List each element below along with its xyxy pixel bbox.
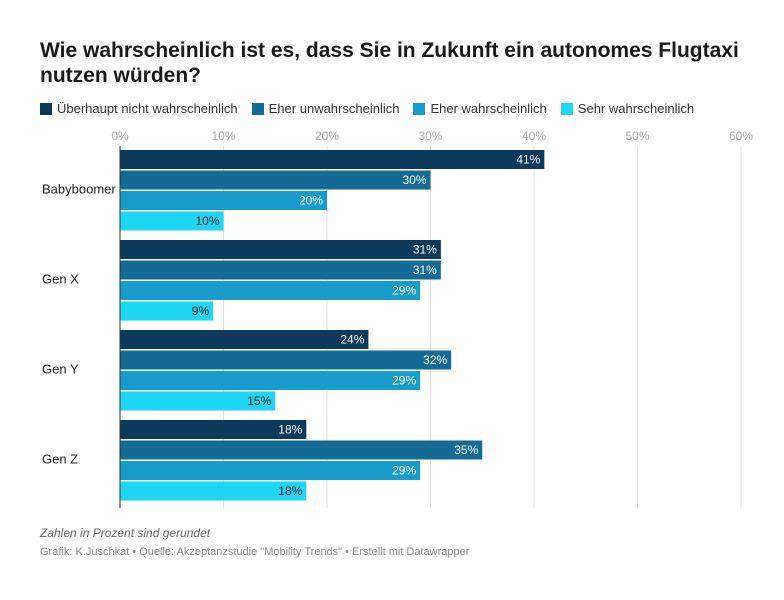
category-label: Gen Z xyxy=(42,451,78,466)
legend-swatch xyxy=(251,102,264,115)
bar xyxy=(120,301,214,321)
x-tick-label: 30% xyxy=(418,129,442,143)
value-label: 31% xyxy=(413,243,437,257)
source: Grafik: K.Juschkat • Quelle: Akzeptanzst… xyxy=(40,546,470,558)
bar xyxy=(120,350,452,370)
legend-label: Überhaupt nicht wahrscheinlich xyxy=(57,101,238,116)
value-label: 18% xyxy=(278,423,302,437)
bar xyxy=(120,191,327,210)
value-label: 30% xyxy=(402,173,426,187)
bar xyxy=(120,330,369,349)
bar xyxy=(120,260,441,280)
legend-swatch xyxy=(413,102,426,115)
bar xyxy=(120,461,421,480)
value-label: 35% xyxy=(454,443,478,457)
bar xyxy=(120,371,421,390)
category-label: Gen Y xyxy=(42,361,79,376)
bar xyxy=(120,240,441,259)
value-label: 24% xyxy=(340,333,364,347)
x-tick-label: 10% xyxy=(211,129,235,143)
bar xyxy=(120,281,421,300)
bar xyxy=(120,420,307,439)
value-label: 9% xyxy=(192,304,210,318)
value-label: 10% xyxy=(195,214,219,228)
value-label: 29% xyxy=(392,464,416,478)
legend-item: Eher unwahrscheinlich xyxy=(251,101,400,116)
legend-item: Eher wahrscheinlich xyxy=(413,101,547,116)
legend-item: Sehr wahrscheinlich xyxy=(560,101,695,116)
value-label: 29% xyxy=(392,374,416,388)
legend-swatch xyxy=(560,102,573,115)
value-label: 32% xyxy=(423,353,447,367)
x-tick-label: 50% xyxy=(625,129,649,143)
category-label: Babyboomer xyxy=(42,181,116,196)
value-label: 29% xyxy=(392,284,416,298)
value-label: 15% xyxy=(247,394,271,408)
legend-label: Sehr wahrscheinlich xyxy=(577,101,695,116)
legend-item: Überhaupt nicht wahrscheinlich xyxy=(40,101,238,116)
bar xyxy=(120,211,224,231)
value-label: 20% xyxy=(299,194,323,208)
x-tick-label: 60% xyxy=(729,129,753,143)
x-tick-label: 20% xyxy=(315,129,339,143)
x-tick-label: 0% xyxy=(111,129,129,143)
category-label: Gen X xyxy=(42,271,79,286)
note: Zahlen in Prozent sind gerundet xyxy=(40,526,211,540)
value-label: 41% xyxy=(516,153,540,167)
bar xyxy=(120,440,483,460)
value-label: 31% xyxy=(413,263,437,277)
legend-label: Eher unwahrscheinlich xyxy=(268,101,400,116)
bar xyxy=(120,150,545,169)
chart-title: Wie wahrscheinlich ist es, dass Sie in Z… xyxy=(40,39,739,87)
bar xyxy=(120,481,307,501)
bar xyxy=(120,170,431,190)
legend: Überhaupt nicht wahrscheinlich Eher unwah… xyxy=(40,101,694,116)
value-label: 18% xyxy=(278,484,302,498)
bar xyxy=(120,391,276,411)
legend-swatch xyxy=(40,102,52,115)
x-tick-label: 40% xyxy=(522,129,546,143)
legend-label: Eher wahrscheinlich xyxy=(430,101,547,116)
